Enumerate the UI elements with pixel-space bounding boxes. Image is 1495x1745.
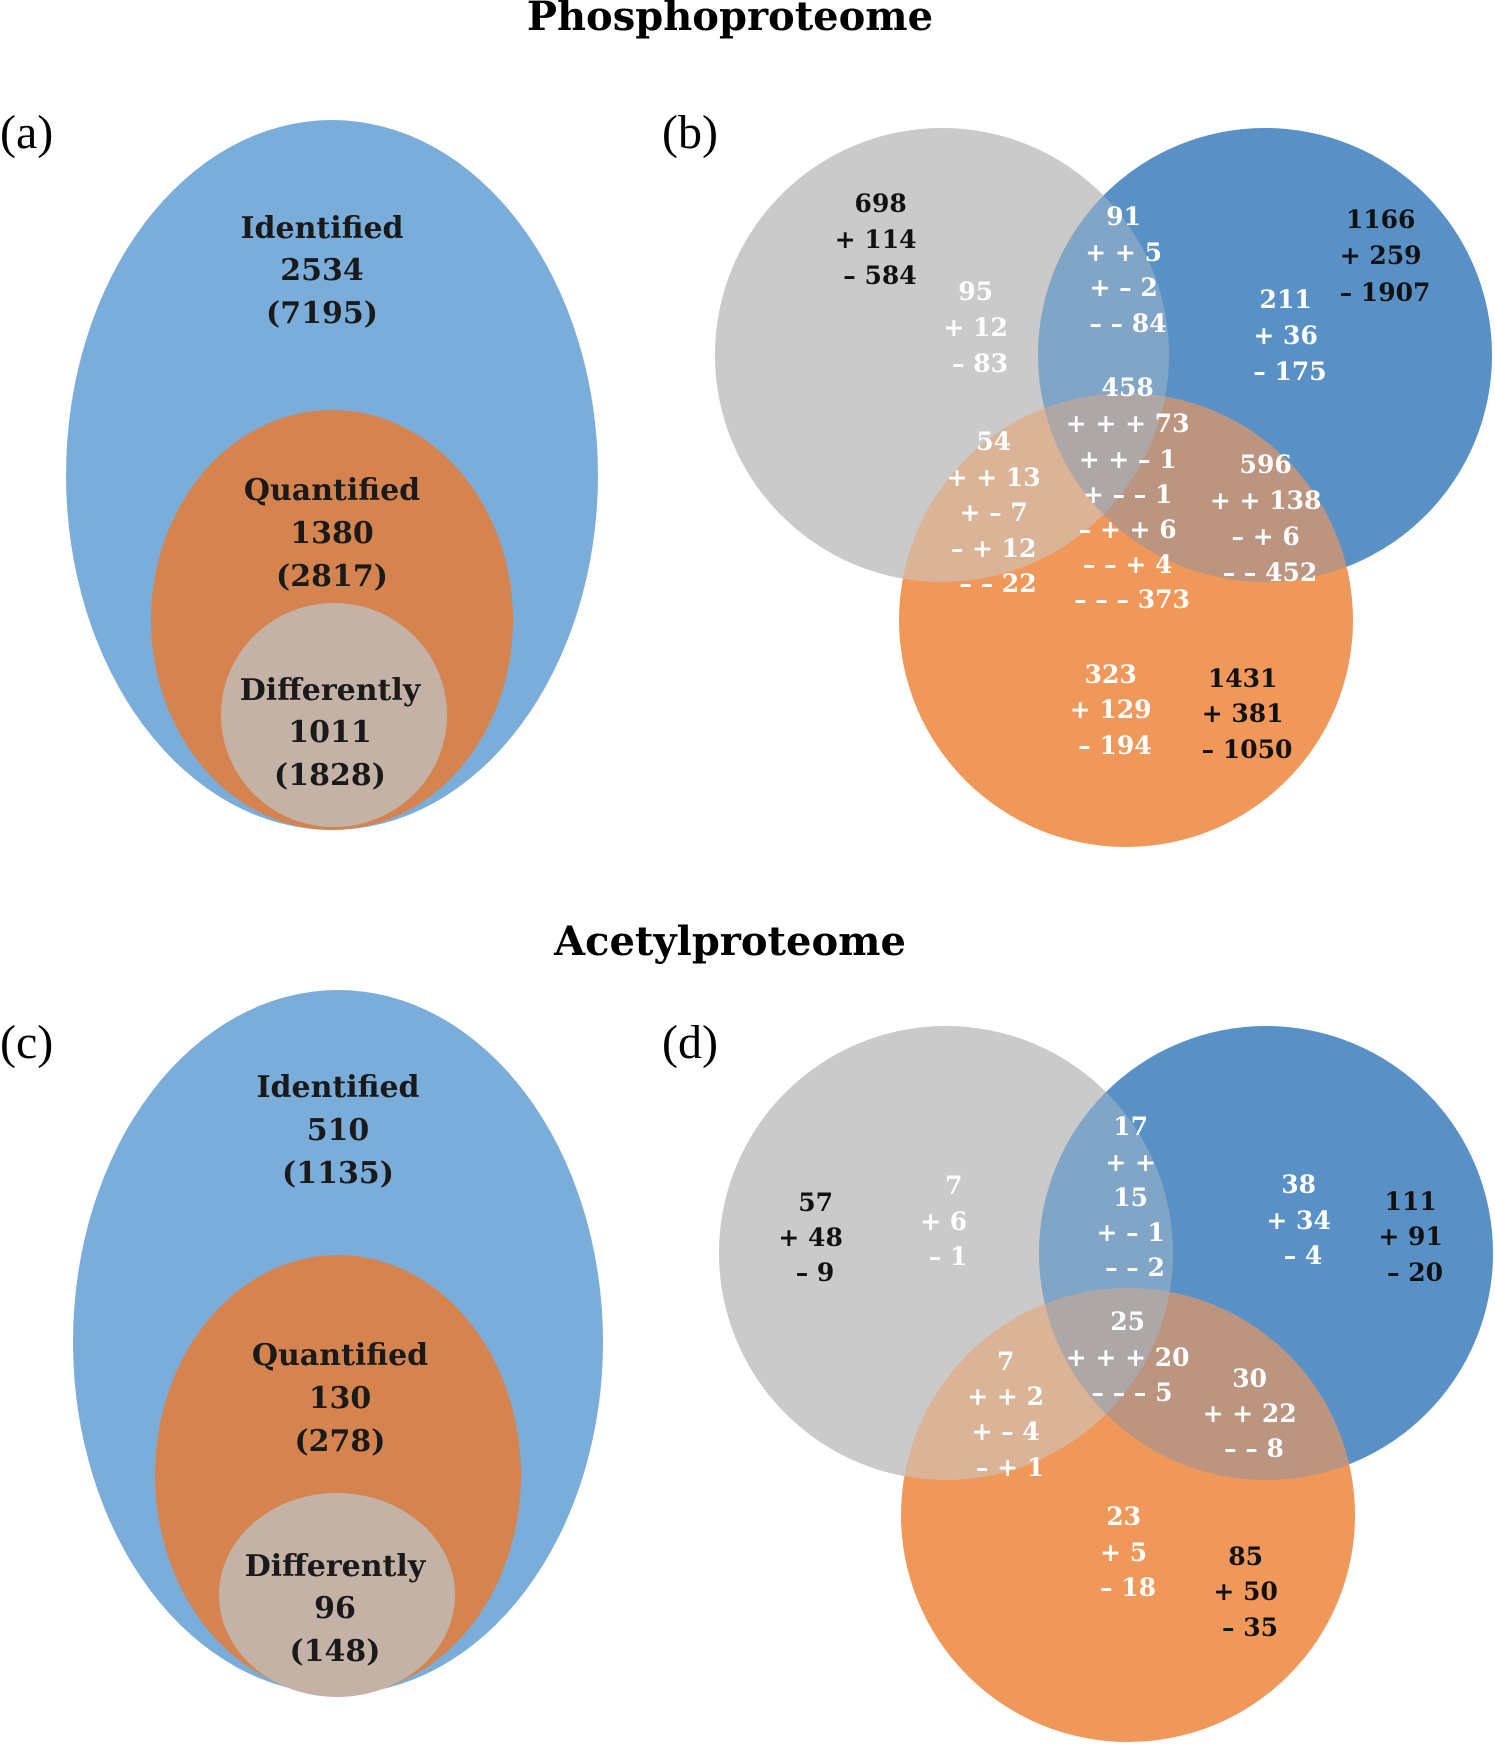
quantified-label: Quantified [244,473,420,508]
region-gray-outer: 57 + 48 – 9 [778,1188,851,1287]
phospho-venn-diagram: 698 + 114 – 584 95 + 12 – 83 91 + + 5 + … [715,128,1492,847]
differently-count: 1011 [288,715,372,750]
phospho-title: Phosphoproteome [527,0,933,40]
acetyl-title: Acetylproteome [553,918,906,965]
identified-sites: (1135) [282,1156,394,1191]
quantified-sites: (2817) [276,559,388,594]
differently-count: 96 [314,1591,356,1626]
venn-blue-overlay [1038,128,1492,582]
region-gray-orange: 7 + + 2 + – 4 – + 1 [967,1347,1052,1482]
differently-sites: (148) [289,1634,380,1669]
region-gray-outer: 698 + 114 – 584 [835,189,926,290]
panel-label-b: (b) [662,106,718,159]
identified-count: 510 [307,1113,370,1148]
region-gray-inner: 95 + 12 – 83 [943,277,1016,378]
quantified-count: 130 [309,1381,372,1416]
region-blue-inner: 211 + 36 – 175 [1253,285,1326,386]
identified-label: Identified [256,1070,419,1105]
region-blue-outer: 1166 + 259 – 1907 [1340,205,1431,307]
differently-label: Differently [245,1549,427,1584]
identified-count: 2534 [280,253,364,288]
quantified-count: 1380 [290,516,374,551]
region-center: 25 + + + 20 – – – 5 [1066,1307,1198,1407]
region-gray-inner: 7 + 6 – 1 [920,1171,976,1271]
differently-circle [221,603,447,827]
region-orange-outer: 85 + 50 – 35 [1213,1542,1286,1642]
panel-label-d: (d) [662,1016,718,1069]
venn-blue-overlay [1039,1026,1493,1480]
venn-gray-overlay [715,128,1169,582]
region-blue-orange: 30 + + 22 – – 8 [1203,1364,1306,1463]
panel-label-a: (a) [0,106,53,159]
region-gray-blue: 17 + + 15 + – 1 – – 2 [1097,1112,1174,1282]
region-orange-inner: 323 + 129 – 194 [1070,660,1161,760]
region-gray-orange: 54 + + 13 + – 7 – + 12 – – 22 [947,427,1050,598]
differently-sites: (1828) [274,758,386,793]
differently-label: Differently [240,673,422,708]
panel-label-c: (c) [0,1016,53,1069]
phospho-nested-diagram: Identified 2534 (7195) Quantified 1380 (… [66,120,598,830]
identified-sites: (7195) [266,296,378,331]
region-blue-orange: 596 + + 138 – + 6 – – 452 [1210,450,1330,587]
region-gray-blue: 91 + + 5 + – 2 – – 84 [1085,202,1170,338]
region-blue-outer: 111 + 91 – 20 [1378,1187,1451,1287]
acetyl-venn-diagram: 57 + 48 – 9 7 + 6 – 1 17 + + 15 + – 1 – … [719,1026,1493,1742]
identified-label: Identified [240,211,403,246]
quantified-label: Quantified [252,1338,428,1373]
region-blue-inner: 38 + 34 – 4 [1266,1170,1339,1270]
acetyl-nested-diagram: Identified 510 (1135) Quantified 130 (27… [73,990,603,1697]
quantified-sites: (278) [294,1424,385,1459]
region-orange-outer: 1431 + 381 – 1050 [1202,664,1293,764]
venn-gray-overlay [719,1026,1173,1480]
region-orange-inner: 23 + 5 – 18 [1100,1502,1156,1602]
differently-circle [219,1493,455,1697]
region-center: 458 + + + 73 + + – 1 + – – 1 – + + 6 – –… [1066,373,1198,614]
